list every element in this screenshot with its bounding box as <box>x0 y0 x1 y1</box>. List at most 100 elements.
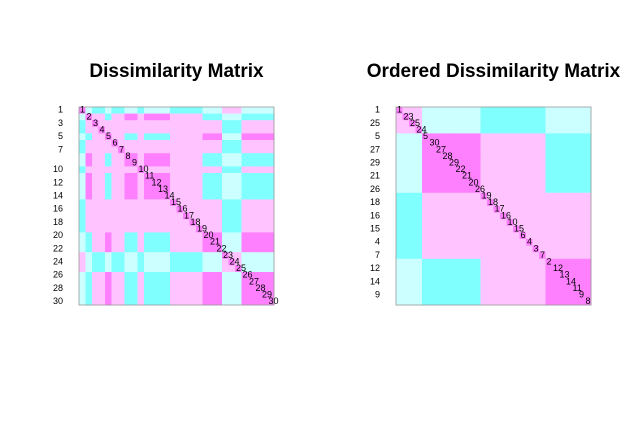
cell <box>415 192 423 200</box>
cell <box>150 107 158 114</box>
cell <box>565 298 572 306</box>
cell <box>79 252 86 260</box>
cell <box>454 239 462 246</box>
cell <box>183 186 190 194</box>
cell <box>565 258 572 266</box>
cell <box>552 133 559 141</box>
cell <box>137 272 145 279</box>
cell <box>131 206 138 213</box>
cell <box>441 252 449 260</box>
cell <box>261 245 268 253</box>
cell <box>584 133 592 141</box>
cell <box>552 265 559 273</box>
cell <box>422 212 429 220</box>
cell <box>189 120 197 128</box>
cell <box>144 173 151 180</box>
cell <box>209 199 216 207</box>
cell <box>584 272 592 279</box>
cell <box>170 258 177 266</box>
cell <box>267 140 275 147</box>
cell <box>474 173 481 180</box>
cell <box>254 278 262 286</box>
cell <box>565 126 572 134</box>
cell <box>235 107 242 114</box>
cell <box>461 159 468 167</box>
cell <box>480 146 488 154</box>
cell <box>552 192 559 200</box>
diagonal-label: 21 <box>210 237 220 247</box>
cell <box>396 206 403 213</box>
cell <box>480 173 488 180</box>
cell <box>435 212 442 220</box>
cell <box>222 153 229 161</box>
cell <box>526 291 533 299</box>
cell <box>526 120 533 128</box>
cell <box>480 166 488 174</box>
cell <box>402 186 410 194</box>
cell <box>209 219 216 227</box>
cell <box>98 232 106 240</box>
cell <box>539 186 546 194</box>
cell <box>409 272 416 279</box>
cell <box>396 159 403 167</box>
cell <box>150 120 158 128</box>
cell <box>228 272 236 279</box>
cell <box>144 159 151 167</box>
cell <box>144 219 151 227</box>
cell <box>552 107 559 114</box>
diagonal-label: 25 <box>410 118 420 128</box>
cell <box>448 245 455 253</box>
cell <box>487 245 494 253</box>
cell <box>163 159 171 167</box>
cell <box>565 245 572 253</box>
cell <box>506 291 514 299</box>
cell <box>202 298 210 306</box>
cell <box>519 239 527 246</box>
cell <box>111 146 119 154</box>
cell <box>228 239 236 246</box>
cell <box>170 133 177 141</box>
cell <box>235 285 242 293</box>
cell <box>118 159 125 167</box>
cell <box>261 192 268 200</box>
cell <box>493 120 501 128</box>
cell <box>500 285 507 293</box>
cell <box>118 265 125 273</box>
cell <box>565 285 572 293</box>
cell <box>196 199 203 207</box>
cell <box>261 199 268 207</box>
cell <box>493 219 501 227</box>
cell <box>571 179 579 187</box>
cell <box>163 199 171 207</box>
y-tick-label: 30 <box>53 296 63 306</box>
cell <box>254 298 262 306</box>
cell <box>513 199 520 207</box>
cell <box>183 239 190 246</box>
cell <box>519 166 527 174</box>
cell <box>261 278 268 286</box>
cell <box>85 126 93 134</box>
cell <box>506 159 514 167</box>
cell <box>79 159 86 167</box>
cell <box>189 113 197 121</box>
cell <box>552 245 559 253</box>
cell <box>552 252 559 260</box>
cell <box>235 173 242 180</box>
cell <box>513 265 520 273</box>
cell <box>448 212 455 220</box>
cell <box>189 186 197 194</box>
cell <box>98 186 106 194</box>
cell <box>176 166 184 174</box>
cell <box>235 298 242 306</box>
cell <box>215 113 223 121</box>
cell <box>402 272 410 279</box>
cell <box>183 126 190 134</box>
cell <box>552 126 559 134</box>
cell <box>144 245 151 253</box>
cell <box>196 245 203 253</box>
cell <box>415 159 423 167</box>
cell <box>402 298 410 306</box>
cell <box>461 206 468 213</box>
cell <box>422 107 429 114</box>
cell <box>506 298 514 306</box>
